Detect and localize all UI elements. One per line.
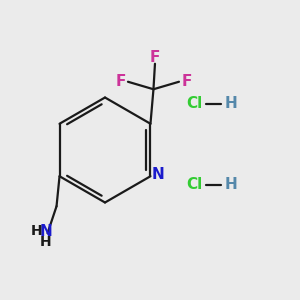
Text: N: N: [152, 167, 164, 182]
Text: F: F: [150, 50, 160, 64]
Text: Cl: Cl: [186, 177, 202, 192]
Text: F: F: [115, 74, 126, 88]
Text: H: H: [40, 235, 52, 249]
Text: F: F: [181, 74, 192, 88]
Text: H: H: [225, 96, 238, 111]
Text: Cl: Cl: [186, 96, 202, 111]
Text: H: H: [30, 224, 42, 238]
Text: H: H: [225, 177, 238, 192]
Text: N: N: [40, 224, 52, 239]
